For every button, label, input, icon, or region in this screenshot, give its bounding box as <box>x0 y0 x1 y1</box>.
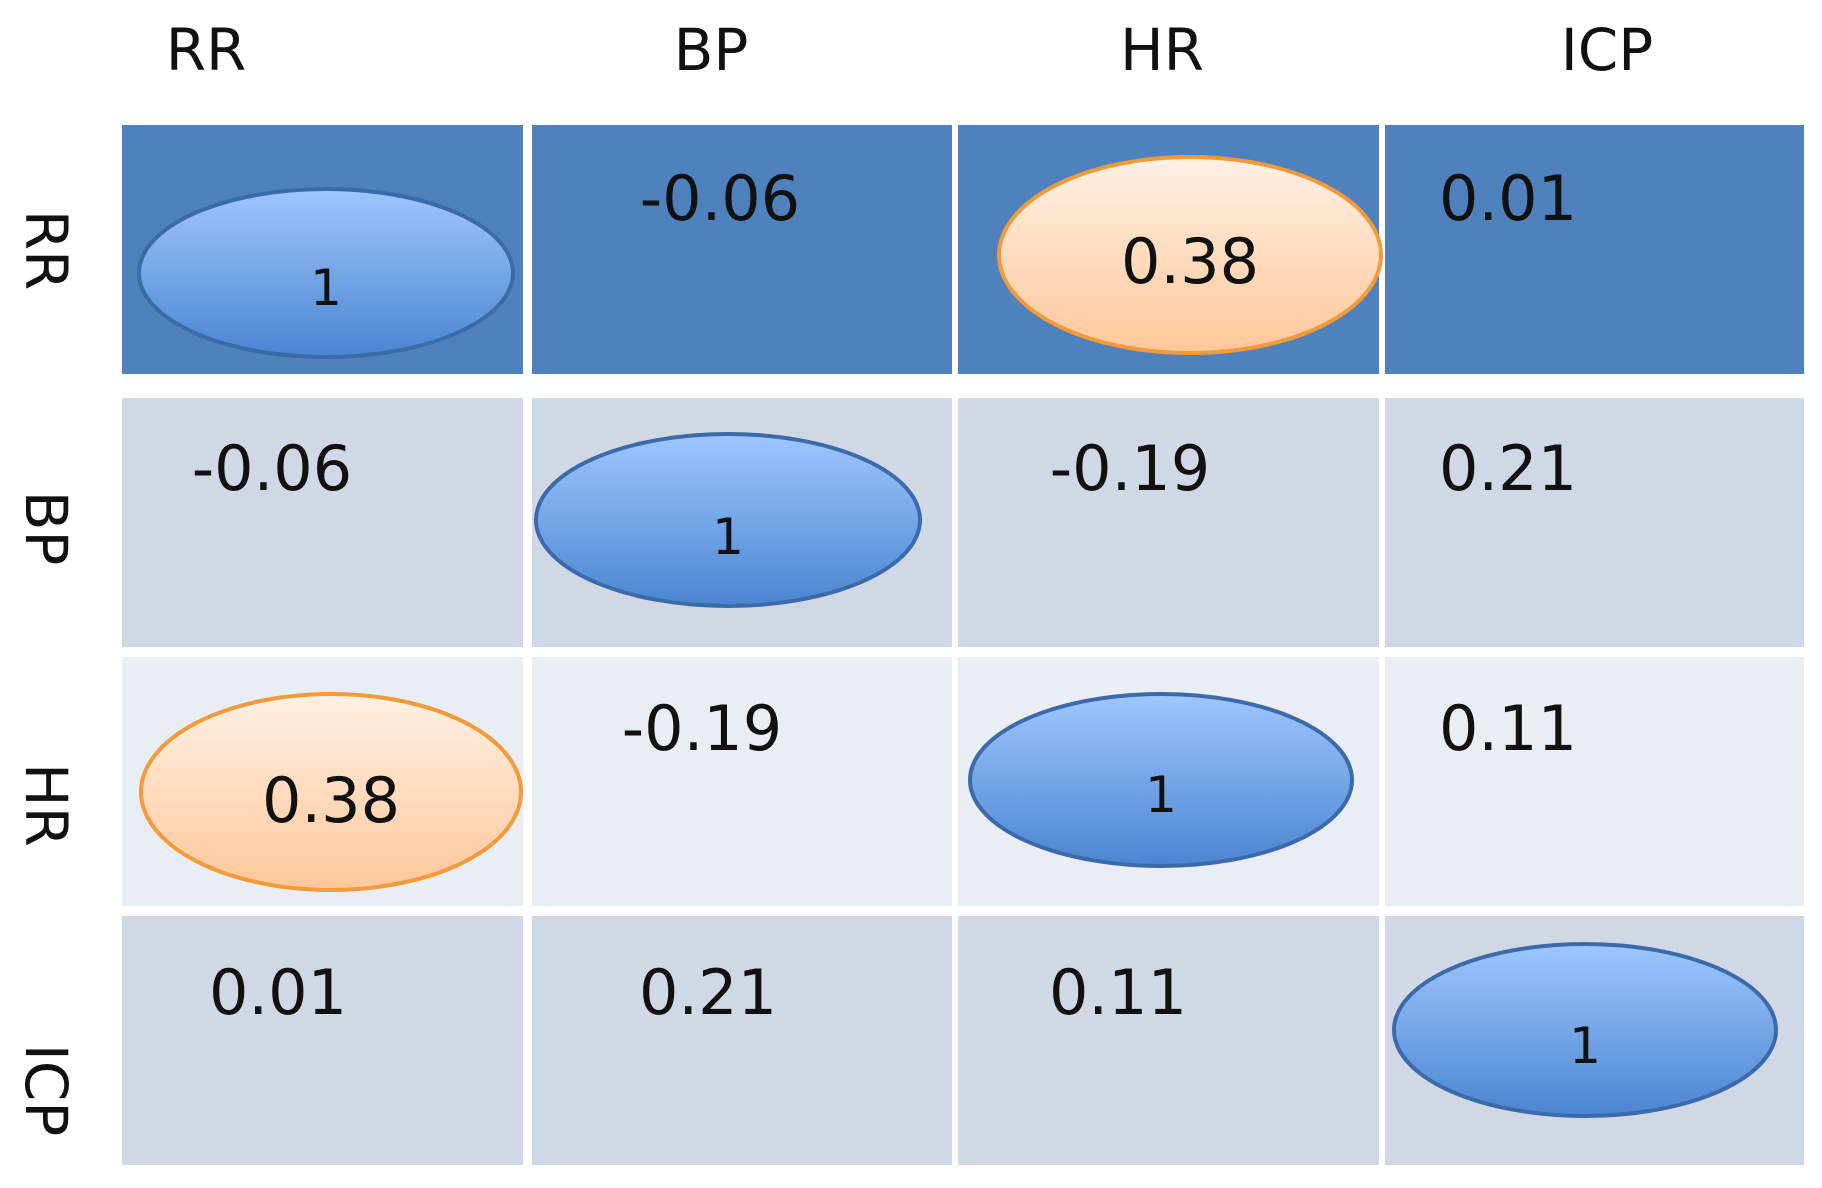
correlation-value-icp-hr: 0.11 <box>1049 956 1187 1029</box>
correlation-highlight-ellipse-blue <box>1392 942 1778 1118</box>
correlation-highlight-ellipse-blue <box>137 187 515 359</box>
matrix-cell-icp-bp <box>532 916 952 1165</box>
ellipses-layer <box>137 155 1778 1118</box>
correlation-value-hr-icp: 0.11 <box>1439 692 1577 765</box>
correlation-value-bp-hr: -0.19 <box>1050 432 1210 505</box>
column-label-rr: RR <box>166 16 247 84</box>
correlation-value-bp-bp: 1 <box>712 508 744 566</box>
matrix-cell-bp-hr <box>958 398 1379 647</box>
column-label-icp: ICP <box>1561 16 1654 84</box>
matrix-cell-icp-hr <box>958 916 1379 1165</box>
correlation-highlight-ellipse-blue <box>534 432 922 608</box>
row-label-icp: ICP <box>12 1044 80 1137</box>
correlation-value-bp-icp: 0.21 <box>1439 432 1577 505</box>
correlation-highlight-ellipse-orange <box>139 692 523 892</box>
matrix-cell-icp-rr <box>122 916 523 1165</box>
row-label-bp: BP <box>12 491 80 566</box>
matrix-cell-rr-icp <box>1385 125 1804 374</box>
column-label-bp: BP <box>674 16 749 84</box>
correlation-value-rr-icp: 0.01 <box>1439 162 1577 235</box>
column-label-hr: HR <box>1120 16 1204 84</box>
correlation-highlight-ellipse-blue <box>968 692 1354 868</box>
correlation-value-icp-icp: 1 <box>1569 1017 1601 1075</box>
correlation-highlight-ellipse-orange <box>997 155 1383 355</box>
matrix-cell-bp-rr <box>122 398 523 647</box>
values-layer: 1 -0.06 0.38 0.01 -0.06 1 -0.19 0.21 0.38 -0.19 1 0… <box>192 162 1601 1075</box>
correlation-value-hr-rr: 0.38 <box>262 764 400 837</box>
matrix-cell-bp-icp <box>1385 398 1804 647</box>
correlation-value-bp-rr: -0.06 <box>192 432 352 505</box>
correlation-value-rr-hr: 0.38 <box>1121 225 1259 298</box>
correlation-value-icp-rr: 0.01 <box>209 956 347 1029</box>
correlation-value-icp-bp: 0.21 <box>639 956 777 1029</box>
row-label-hr: HR <box>12 763 80 847</box>
correlation-value-rr-rr: 1 <box>310 259 342 317</box>
correlation-value-rr-bp: -0.06 <box>640 162 800 235</box>
correlation-value-hr-bp: -0.19 <box>622 692 782 765</box>
matrix-cell-rr-bp <box>532 125 952 374</box>
labels-layer: RR BP HR ICP RR BP HR ICP <box>12 16 1653 1136</box>
matrix-cell-hr-icp <box>1385 657 1804 906</box>
correlation-value-hr-hr: 1 <box>1145 766 1177 824</box>
matrix-cell-hr-bp <box>532 657 952 906</box>
row-label-rr: RR <box>12 210 80 291</box>
